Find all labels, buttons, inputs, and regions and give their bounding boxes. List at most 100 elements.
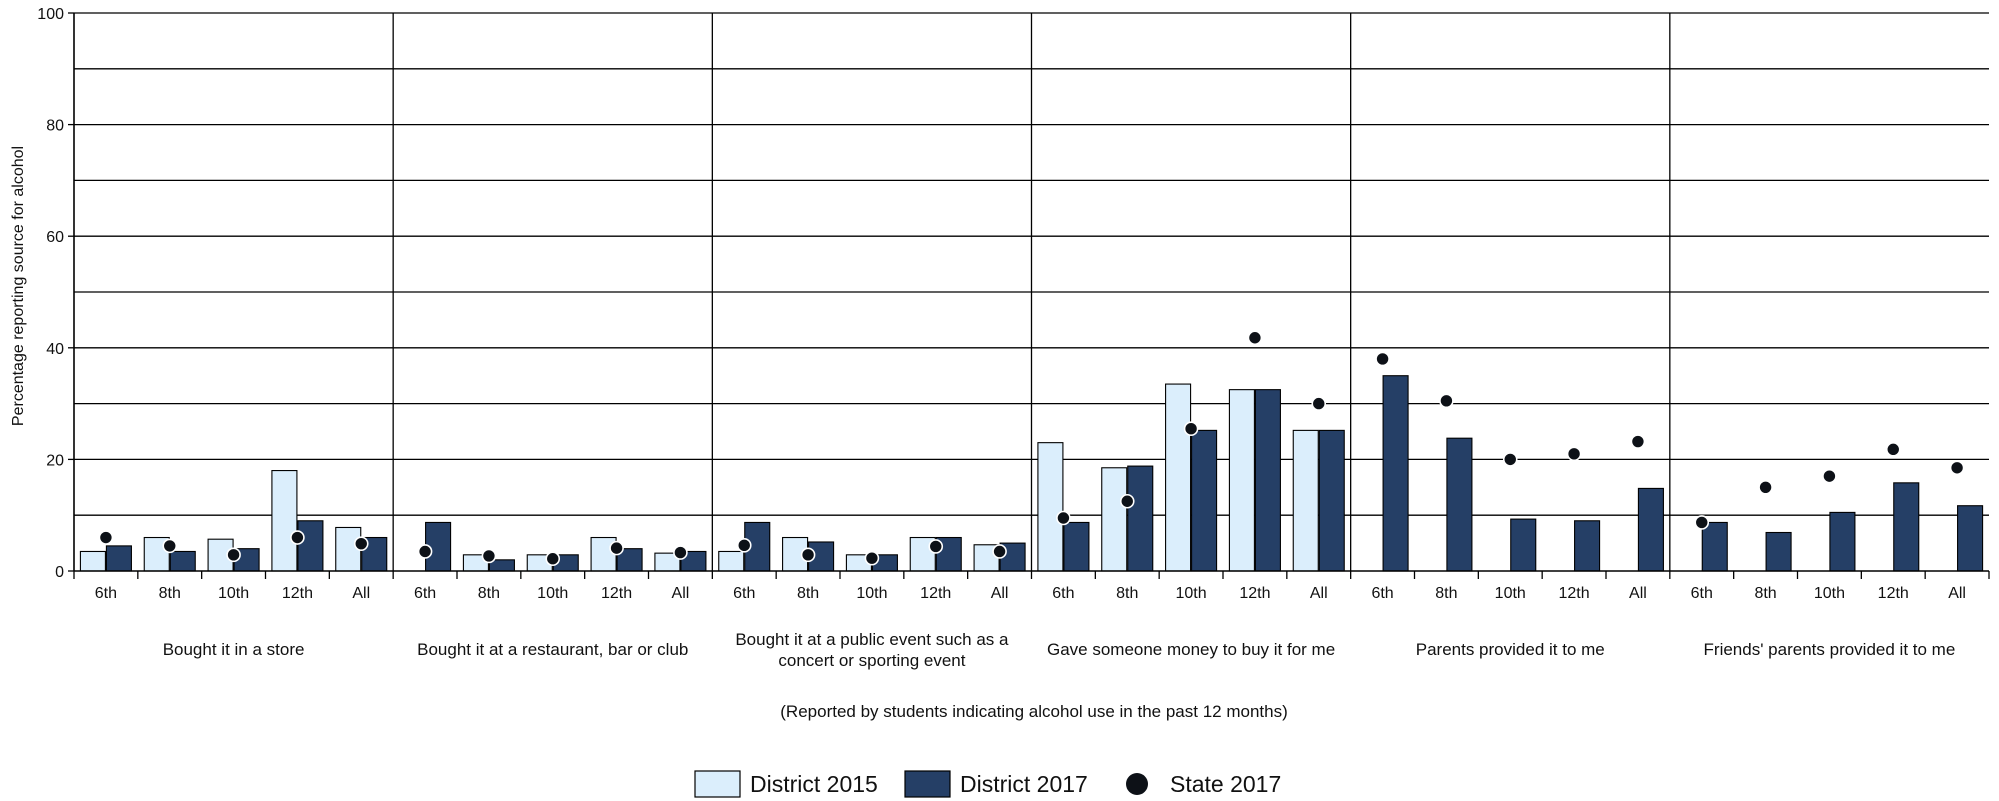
point-state-2017	[673, 545, 688, 560]
point-state-2017	[1183, 421, 1199, 437]
bar-district-2015	[271, 470, 298, 572]
point-state-2017	[545, 551, 561, 567]
x-subcategory-label: All	[1948, 585, 1966, 602]
point-state-2017	[1822, 468, 1837, 484]
bar-district-2017	[1254, 389, 1281, 572]
x-subcategory-label: 8th	[1435, 585, 1457, 602]
y-tick-label: 80	[46, 118, 64, 135]
x-subcategory-label: 6th	[1052, 585, 1074, 602]
point-state-2017	[1566, 446, 1582, 462]
legend: District 2015 District 2017 State 2017	[694, 770, 1281, 798]
state-points	[98, 330, 1965, 567]
x-subcategory-label: 6th	[1371, 585, 1393, 602]
x-subcategory-label: 10th	[856, 585, 887, 602]
bar-district-2015	[1292, 429, 1319, 572]
point-state-2017	[992, 544, 1007, 559]
bar-district-2017	[105, 545, 132, 572]
point-state-2017	[417, 544, 433, 559]
x-axis-group-labels: Bought it in a store Bought it at a resta…	[163, 630, 1956, 670]
x-subcategory-label: 8th	[1754, 585, 1776, 602]
x-subcategory-label: 6th	[733, 585, 755, 602]
x-subcategory-label: 12th	[601, 585, 632, 602]
point-state-2017	[353, 536, 369, 551]
point-state-2017	[98, 530, 114, 545]
x-subcategory-label: 10th	[537, 585, 568, 602]
point-state-2017	[864, 550, 880, 566]
x-subcategory-label: 12th	[1878, 585, 1909, 602]
x-subcategory-label: 6th	[95, 585, 117, 602]
bar-district-2017	[1574, 520, 1601, 572]
point-state-2017	[1056, 510, 1071, 526]
y-tick-label: 0	[55, 564, 64, 581]
legend-label-state-2017: State 2017	[1170, 771, 1281, 797]
x-subcategory-label: 12th	[1559, 585, 1590, 602]
x-subcategory-label: 10th	[218, 585, 249, 602]
point-state-2017	[1694, 515, 1710, 530]
point-state-2017	[800, 547, 816, 563]
x-subcategory-label: 10th	[1176, 585, 1207, 602]
point-state-2017	[1375, 351, 1390, 367]
bar-district-2017	[1318, 429, 1345, 572]
bars	[79, 375, 1984, 572]
x-subcategory-label: 6th	[1691, 585, 1713, 602]
point-state-2017	[1439, 393, 1454, 409]
point-state-2017	[290, 530, 305, 545]
point-state-2017	[609, 540, 624, 556]
legend-label-district-2015: District 2015	[750, 771, 878, 797]
x-subcategory-label: All	[991, 585, 1009, 602]
bar-district-2017	[1510, 518, 1537, 572]
y-tick-label: 40	[46, 341, 64, 358]
bar-district-2015	[1037, 442, 1064, 572]
bar-district-2017	[1957, 505, 1984, 572]
point-state-2017	[481, 548, 497, 564]
y-tick-label: 100	[37, 6, 64, 23]
grid-lines	[74, 12, 1989, 571]
point-state-2017	[1630, 434, 1646, 449]
bar-district-2017	[1191, 429, 1218, 572]
x-group-label: Gave someone money to buy it for me	[1047, 640, 1335, 659]
bar-district-2017	[1637, 487, 1664, 572]
point-state-2017	[1119, 493, 1135, 509]
point-state-2017	[1311, 396, 1327, 411]
legend-swatch-district-2017	[904, 770, 951, 798]
point-state-2017	[736, 538, 752, 553]
point-state-2017	[162, 538, 178, 554]
y-tick-label: 20	[46, 452, 64, 469]
x-subcategory-label: 6th	[414, 585, 436, 602]
bar-district-2017	[1765, 531, 1792, 572]
x-group-label: Bought it in a store	[163, 640, 305, 659]
x-subcategory-label: 8th	[1116, 585, 1138, 602]
x-subcategory-label: All	[672, 585, 690, 602]
bar-district-2017	[1382, 375, 1409, 572]
y-axis-ticks: 0 20 40 60 80 100	[37, 6, 74, 581]
x-subcategory-label: All	[1629, 585, 1647, 602]
bar-district-2017	[1893, 482, 1920, 572]
point-state-2017	[1502, 452, 1518, 467]
x-subcategory-label: 8th	[478, 585, 500, 602]
bar-district-2017	[1829, 511, 1856, 572]
point-state-2017	[1949, 460, 1965, 476]
x-subcategory-label: All	[352, 585, 370, 602]
x-subcategory-label: 12th	[920, 585, 951, 602]
bar-district-2017	[1063, 521, 1090, 572]
bar-district-2017	[1701, 521, 1728, 572]
point-state-2017	[1885, 442, 1901, 457]
point-state-2017	[1758, 479, 1773, 495]
bar-district-2015	[718, 550, 745, 572]
point-state-2017	[1247, 330, 1263, 346]
axes	[73, 13, 1990, 579]
y-axis-label: Percentage reporting source for alcohol	[10, 146, 27, 426]
x-subcategory-label: 8th	[797, 585, 819, 602]
bar-district-2017	[297, 520, 324, 572]
bar-district-2017	[1446, 437, 1473, 572]
x-subcategory-label: 8th	[159, 585, 181, 602]
legend-swatch-district-2015	[694, 770, 741, 798]
bar-district-2017	[1127, 465, 1154, 572]
bar-district-2015	[1165, 383, 1192, 572]
x-group-label: Bought it at a public event such as a con…	[735, 630, 1009, 670]
x-subcategory-label: All	[1310, 585, 1328, 602]
x-group-label: Parents provided it to me	[1416, 640, 1605, 659]
legend-swatch-state-2017	[1126, 773, 1148, 795]
point-state-2017	[226, 547, 241, 563]
